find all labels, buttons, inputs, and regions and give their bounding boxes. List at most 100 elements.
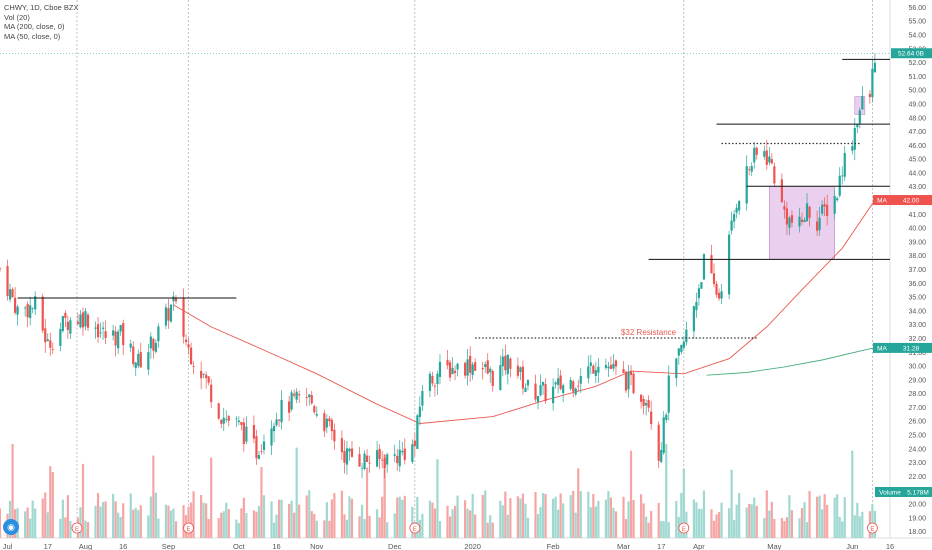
candle-body (187, 344, 190, 348)
volume-bar (381, 496, 384, 538)
earnings-marker-label: E (413, 527, 417, 533)
candle-body (569, 379, 572, 389)
ma50-indicator[interactable]: MA (50, close, 0) (4, 31, 61, 41)
volume-bar (386, 522, 389, 538)
candle-body (431, 375, 434, 384)
candle-body (526, 380, 530, 386)
candle-body (657, 424, 660, 461)
volume-bar (692, 499, 695, 538)
volume-bar (474, 514, 477, 538)
volume-bar (293, 512, 296, 538)
volume-bar (237, 522, 240, 538)
volume-bar (738, 493, 741, 538)
candle-body (51, 348, 54, 350)
candle-body (647, 400, 650, 408)
candle-body (59, 329, 62, 346)
candle-body (182, 297, 185, 337)
y-tick-label: 29.00 (908, 377, 926, 384)
volume-bar (255, 511, 258, 538)
candle-body (398, 449, 401, 467)
x-tick-label: Dec (388, 542, 402, 550)
volume-bar (172, 508, 175, 538)
ma200-indicator[interactable]: MA (200, close, 0) (4, 22, 65, 31)
x-tick-label: 16 (119, 542, 127, 550)
candle-body (640, 394, 643, 402)
candle-body (421, 390, 424, 406)
volume-bar (662, 521, 665, 538)
candle-body (245, 426, 248, 442)
vol-indicator[interactable]: Vol (20) (4, 12, 30, 22)
volume-bar (815, 496, 819, 538)
volume-bar (11, 444, 14, 538)
candle-body (697, 288, 701, 299)
y-tick-label: 38.00 (908, 253, 926, 260)
candle-body (325, 418, 328, 428)
volume-bar (403, 495, 406, 538)
candle-body (257, 454, 261, 459)
candle-body (217, 403, 220, 419)
candle-body (562, 385, 565, 394)
y-tick-label: 55.00 (908, 19, 926, 26)
y-tick-label: 56.00 (908, 5, 926, 12)
volume-bar (464, 500, 467, 538)
candle-body (765, 150, 768, 165)
candle-body (609, 365, 613, 369)
volume-bar (305, 495, 308, 538)
candle-body (242, 422, 245, 445)
volume-bar (592, 493, 595, 538)
y-tick-label: 45.00 (908, 157, 926, 164)
volume-bar (861, 511, 864, 538)
candle-body (315, 414, 318, 416)
volume-bar (481, 494, 484, 538)
candle-body (632, 373, 635, 394)
volume-bar (152, 455, 155, 538)
volume-bar (325, 502, 328, 538)
candle-body (76, 321, 80, 324)
candle-body (677, 348, 680, 356)
volume-bar (773, 518, 776, 538)
ma50-badge-label-bg (873, 195, 891, 206)
volume-bar (260, 467, 263, 538)
candle-body (833, 195, 836, 214)
volume-bar (433, 508, 437, 538)
candle-body (202, 373, 205, 375)
volume-bar (680, 492, 683, 538)
volume-bar (727, 508, 731, 538)
y-tick-label: 35.00 (908, 295, 926, 302)
candle-body (436, 373, 439, 385)
candle-body (147, 352, 150, 370)
volume-bar (629, 450, 633, 538)
y-tick-label: 37.00 (908, 267, 926, 274)
candle-body (790, 215, 794, 223)
tradingview-logo-icon[interactable]: ◉ (3, 519, 19, 535)
moving-averages (173, 199, 876, 424)
volume-badge-value-bg (905, 487, 932, 497)
volume-bar (871, 503, 874, 538)
x-tick-label: Feb (547, 542, 560, 550)
volume-bar (790, 510, 794, 538)
volume-bar (205, 503, 208, 538)
volume-bar (650, 510, 653, 538)
volume-bar (559, 493, 562, 538)
candle-body (358, 454, 361, 467)
candle-body (594, 370, 597, 376)
candle-body (210, 384, 213, 403)
x-tick-label: Oct (233, 542, 246, 550)
symbol-line[interactable]: CHWY, 1D, Cboe BZX (4, 3, 79, 12)
candle-body (172, 296, 175, 302)
volume-bar (446, 505, 449, 538)
candle-body (471, 364, 474, 375)
volume-bar (697, 509, 701, 538)
volume-bar (26, 507, 29, 538)
volume-bar (800, 508, 804, 538)
candle-body (821, 204, 824, 214)
volume-bar (469, 510, 472, 538)
candle-body (745, 166, 748, 204)
candle-body (328, 418, 331, 422)
volume-bar (695, 502, 698, 538)
volume-bar (730, 469, 733, 538)
volume-bar (506, 514, 509, 538)
y-tick-label: 51.00 (908, 74, 926, 81)
ma200-badge-value-bg (891, 342, 932, 353)
